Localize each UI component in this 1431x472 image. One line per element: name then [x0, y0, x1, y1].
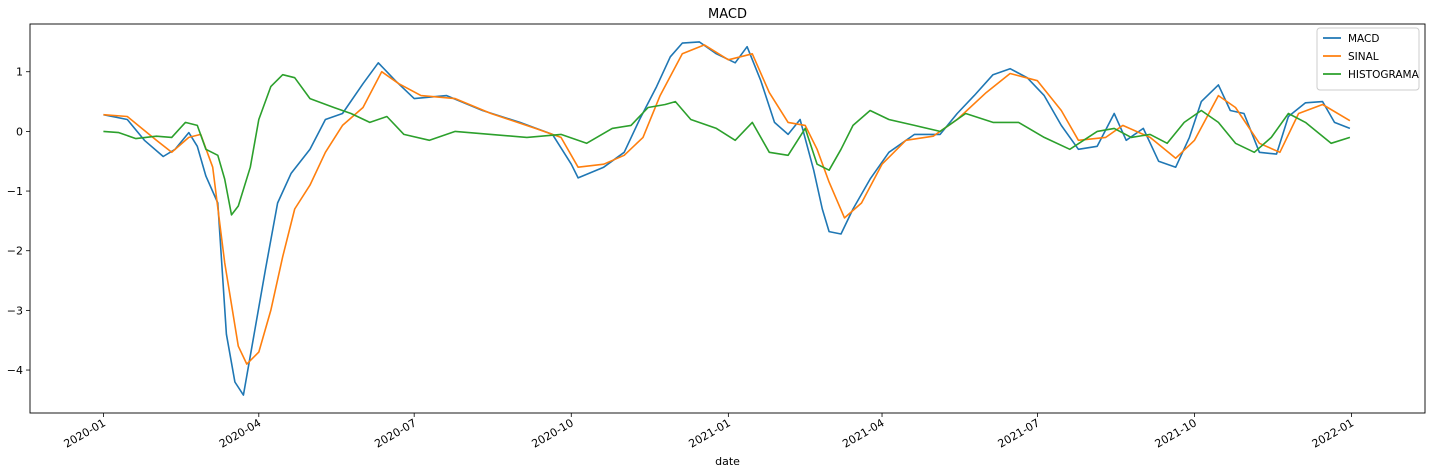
series-line-macd [103, 41, 1351, 396]
x-tick-label: 2020-04 [217, 416, 263, 450]
x-tick-label: 2021-01 [687, 416, 733, 450]
legend: MACD SINAL HISTOGRAMA [1316, 27, 1420, 91]
legend-box [1316, 27, 1420, 91]
chart-title: MACD [708, 7, 747, 22]
legend-label: MACD [1348, 33, 1379, 45]
y-tick-label: 1 [16, 66, 23, 79]
x-tick-label: 2020-10 [529, 416, 575, 450]
x-axis: 2020-01 2020-04 2020-07 2020-10 2021-01 2021-… [62, 413, 1356, 451]
series-line-histograma [103, 73, 1351, 216]
y-tick-label: −3 [7, 304, 23, 317]
series-line-sinal [103, 44, 1351, 365]
x-tick-label: 2020-01 [62, 416, 108, 450]
y-tick-label: −2 [7, 245, 23, 258]
x-tick-label: 2020-07 [372, 416, 418, 450]
plot-frame [29, 23, 1426, 414]
y-tick-label: −4 [7, 364, 23, 377]
x-tick-label: 2021-04 [840, 416, 886, 450]
x-tick-label: 2021-10 [1153, 416, 1199, 450]
legend-label: HISTOGRAMA [1348, 69, 1420, 81]
y-tick-label: 0 [16, 125, 23, 138]
x-tick-label: 2021-07 [996, 416, 1042, 450]
y-tick-label: −1 [7, 185, 23, 198]
x-axis-label: date [715, 455, 740, 468]
plot-area [29, 23, 1426, 414]
x-tick-label: 2022-01 [1310, 416, 1356, 450]
legend-label: SINAL [1348, 51, 1379, 63]
y-axis: 1 0 −1 −2 −3 −4 [7, 66, 30, 377]
